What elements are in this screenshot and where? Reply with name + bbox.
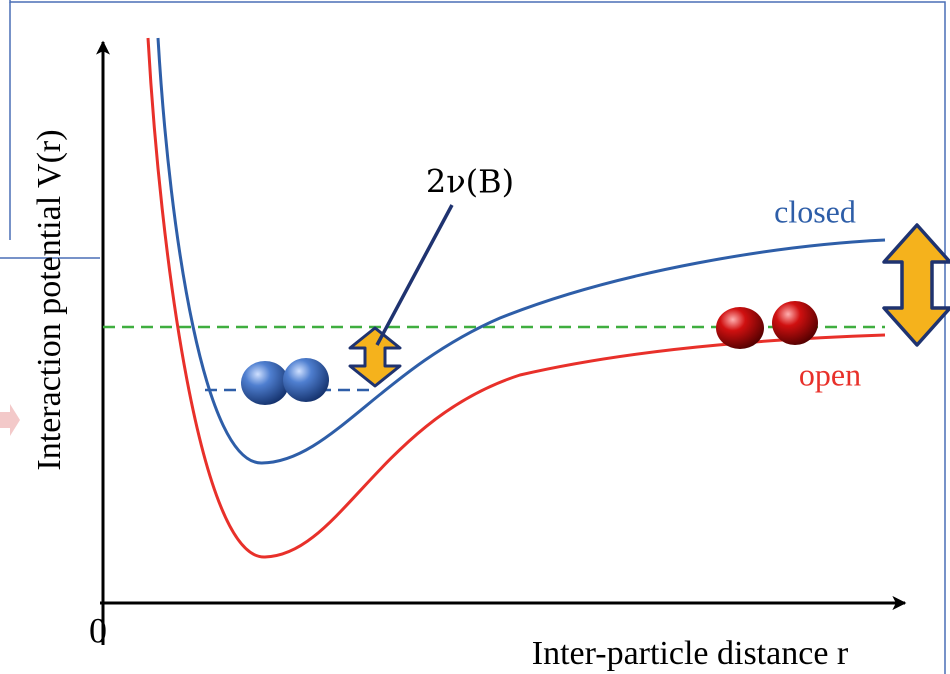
blue-molecule xyxy=(241,358,329,405)
y-axis-label: Interaction potential V(r) xyxy=(31,129,68,470)
large-double-arrow xyxy=(884,225,950,345)
closed-label: closed xyxy=(774,193,856,229)
small-double-arrow xyxy=(350,328,400,386)
edge-arrow xyxy=(0,404,20,436)
open-channel-curve xyxy=(148,38,885,557)
open-label: open xyxy=(799,356,861,392)
pointer-line xyxy=(377,205,452,345)
origin-label: 0 xyxy=(89,610,107,650)
x-axis-label: Inter-particle distance r xyxy=(532,635,849,672)
detuning-label: 2ν(B) xyxy=(426,163,514,201)
diagram: Interaction potential V(r) Inter-particl… xyxy=(0,0,950,674)
